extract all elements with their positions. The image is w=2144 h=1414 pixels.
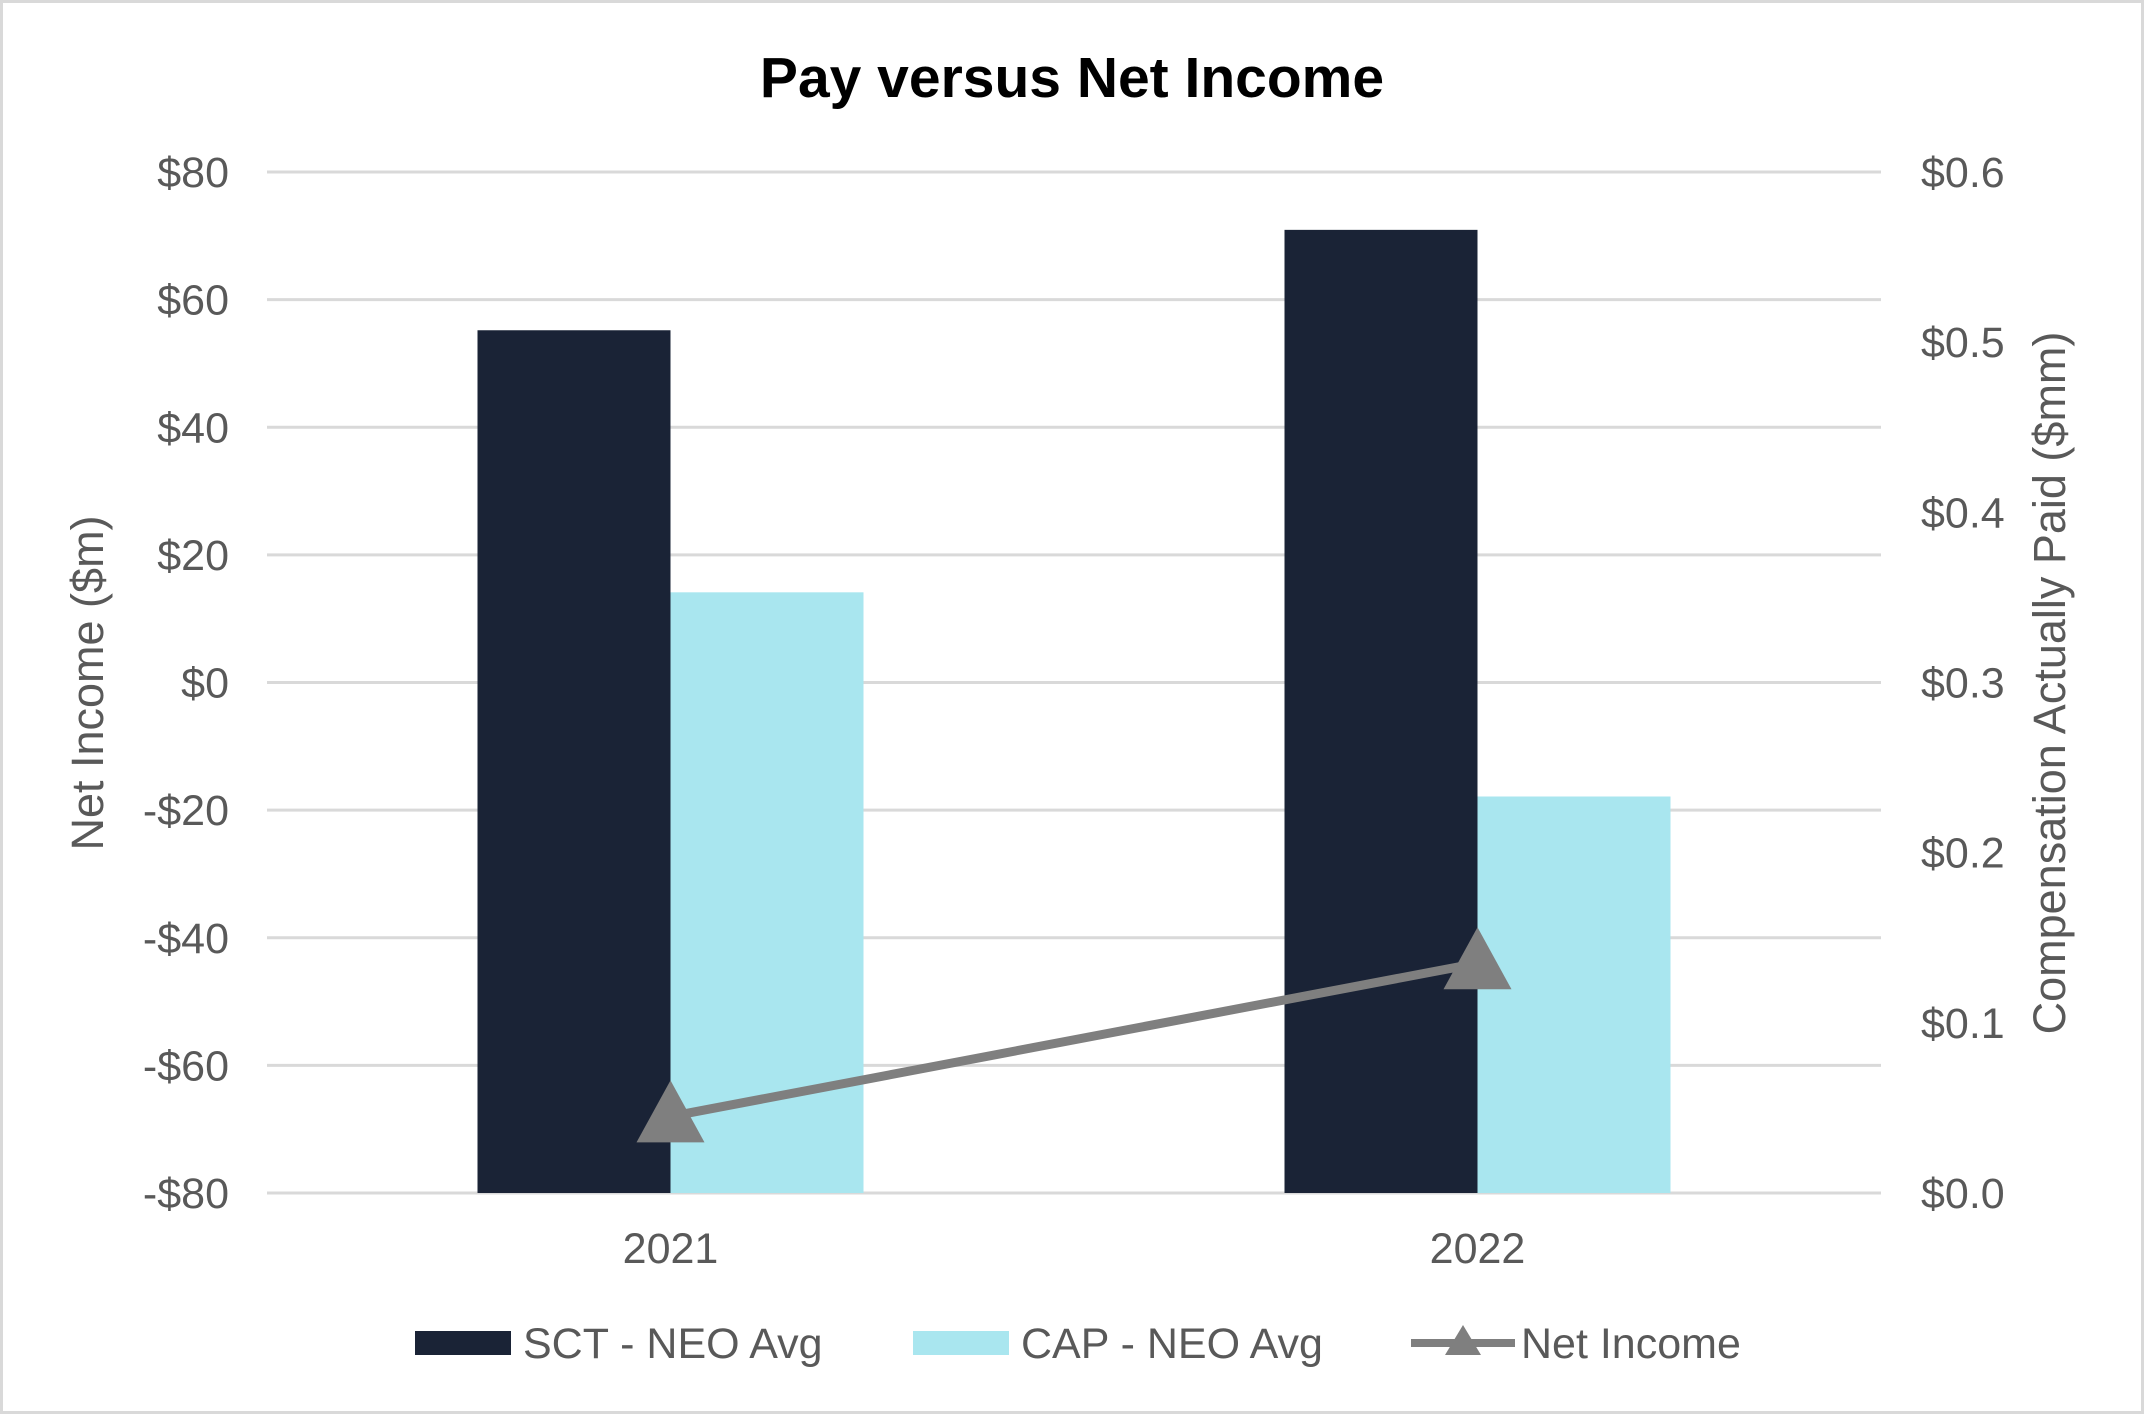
x-tick-label: 2021 xyxy=(623,1225,719,1273)
legend-triangle-icon xyxy=(1445,1325,1481,1355)
left-tick-label: -$20 xyxy=(143,787,229,835)
left-tick-label: $60 xyxy=(157,277,229,325)
right-tick-label: $0.6 xyxy=(1921,149,2005,197)
left-tick-label: $80 xyxy=(157,149,229,197)
left-tick-label: -$80 xyxy=(143,1170,229,1218)
net-income-triangle-marker xyxy=(636,1080,705,1143)
right-tick-label: $0.5 xyxy=(1921,319,2005,367)
left-tick-label: $20 xyxy=(157,532,229,580)
pay-vs-net-income-chart: Pay versus Net Income $80 $60 $40 $20 $0 -$20… xyxy=(62,46,2075,1368)
left-axis-title: Net Income ($m) xyxy=(62,515,113,850)
right-tick-label: $0.1 xyxy=(1921,1000,2005,1048)
legend: SCT - NEO Avg CAP - NEO Avg Net Income xyxy=(415,1320,1741,1368)
bar-sct-neo-avg-2021 xyxy=(477,330,671,1193)
legend-item-cap-neo-avg: CAP - NEO Avg xyxy=(913,1320,1323,1368)
left-tick-label: -$60 xyxy=(143,1042,229,1090)
left-tick-label: -$40 xyxy=(143,915,229,963)
x-axis-ticks: 2021 2022 xyxy=(623,1225,1526,1273)
right-axis-ticks: $0.6 $0.5 $0.4 $0.3 $0.2 $0.1 $0.0 xyxy=(1921,149,2005,1218)
x-tick-label: 2022 xyxy=(1430,1225,1526,1273)
right-tick-label: $0.4 xyxy=(1921,489,2005,537)
left-tick-label: $0 xyxy=(181,660,229,708)
legend-swatch xyxy=(913,1331,1009,1355)
net-income-line-path xyxy=(669,958,1479,1121)
bar-cap-neo-avg-2022 xyxy=(1477,796,1671,1193)
bar-sct-neo-avg-2022 xyxy=(1284,229,1478,1193)
legend-swatch xyxy=(415,1331,511,1355)
bar-cap-neo-avg-2021 xyxy=(670,592,864,1193)
legend-item-sct-neo-avg: SCT - NEO Avg xyxy=(415,1320,823,1368)
chart-title: Pay versus Net Income xyxy=(760,46,1384,110)
legend-label: SCT - NEO Avg xyxy=(523,1320,823,1368)
net-income-line xyxy=(636,927,1512,1143)
legend-label: CAP - NEO Avg xyxy=(1021,1320,1323,1368)
bars xyxy=(477,229,1671,1193)
right-tick-label: $0.3 xyxy=(1921,660,2005,708)
right-axis-title: Compensation Actually Paid ($mm) xyxy=(2024,332,2075,1035)
right-tick-label: $0.2 xyxy=(1921,830,2005,878)
left-axis-ticks: $80 $60 $40 $20 $0 -$20 -$40 -$60 -$80 xyxy=(143,149,229,1218)
left-tick-label: $40 xyxy=(157,404,229,452)
right-tick-label: $0.0 xyxy=(1921,1170,2005,1218)
legend-item-net-income: Net Income xyxy=(1411,1320,1741,1368)
net-income-triangle-marker xyxy=(1443,927,1512,990)
legend-label: Net Income xyxy=(1521,1320,1741,1368)
